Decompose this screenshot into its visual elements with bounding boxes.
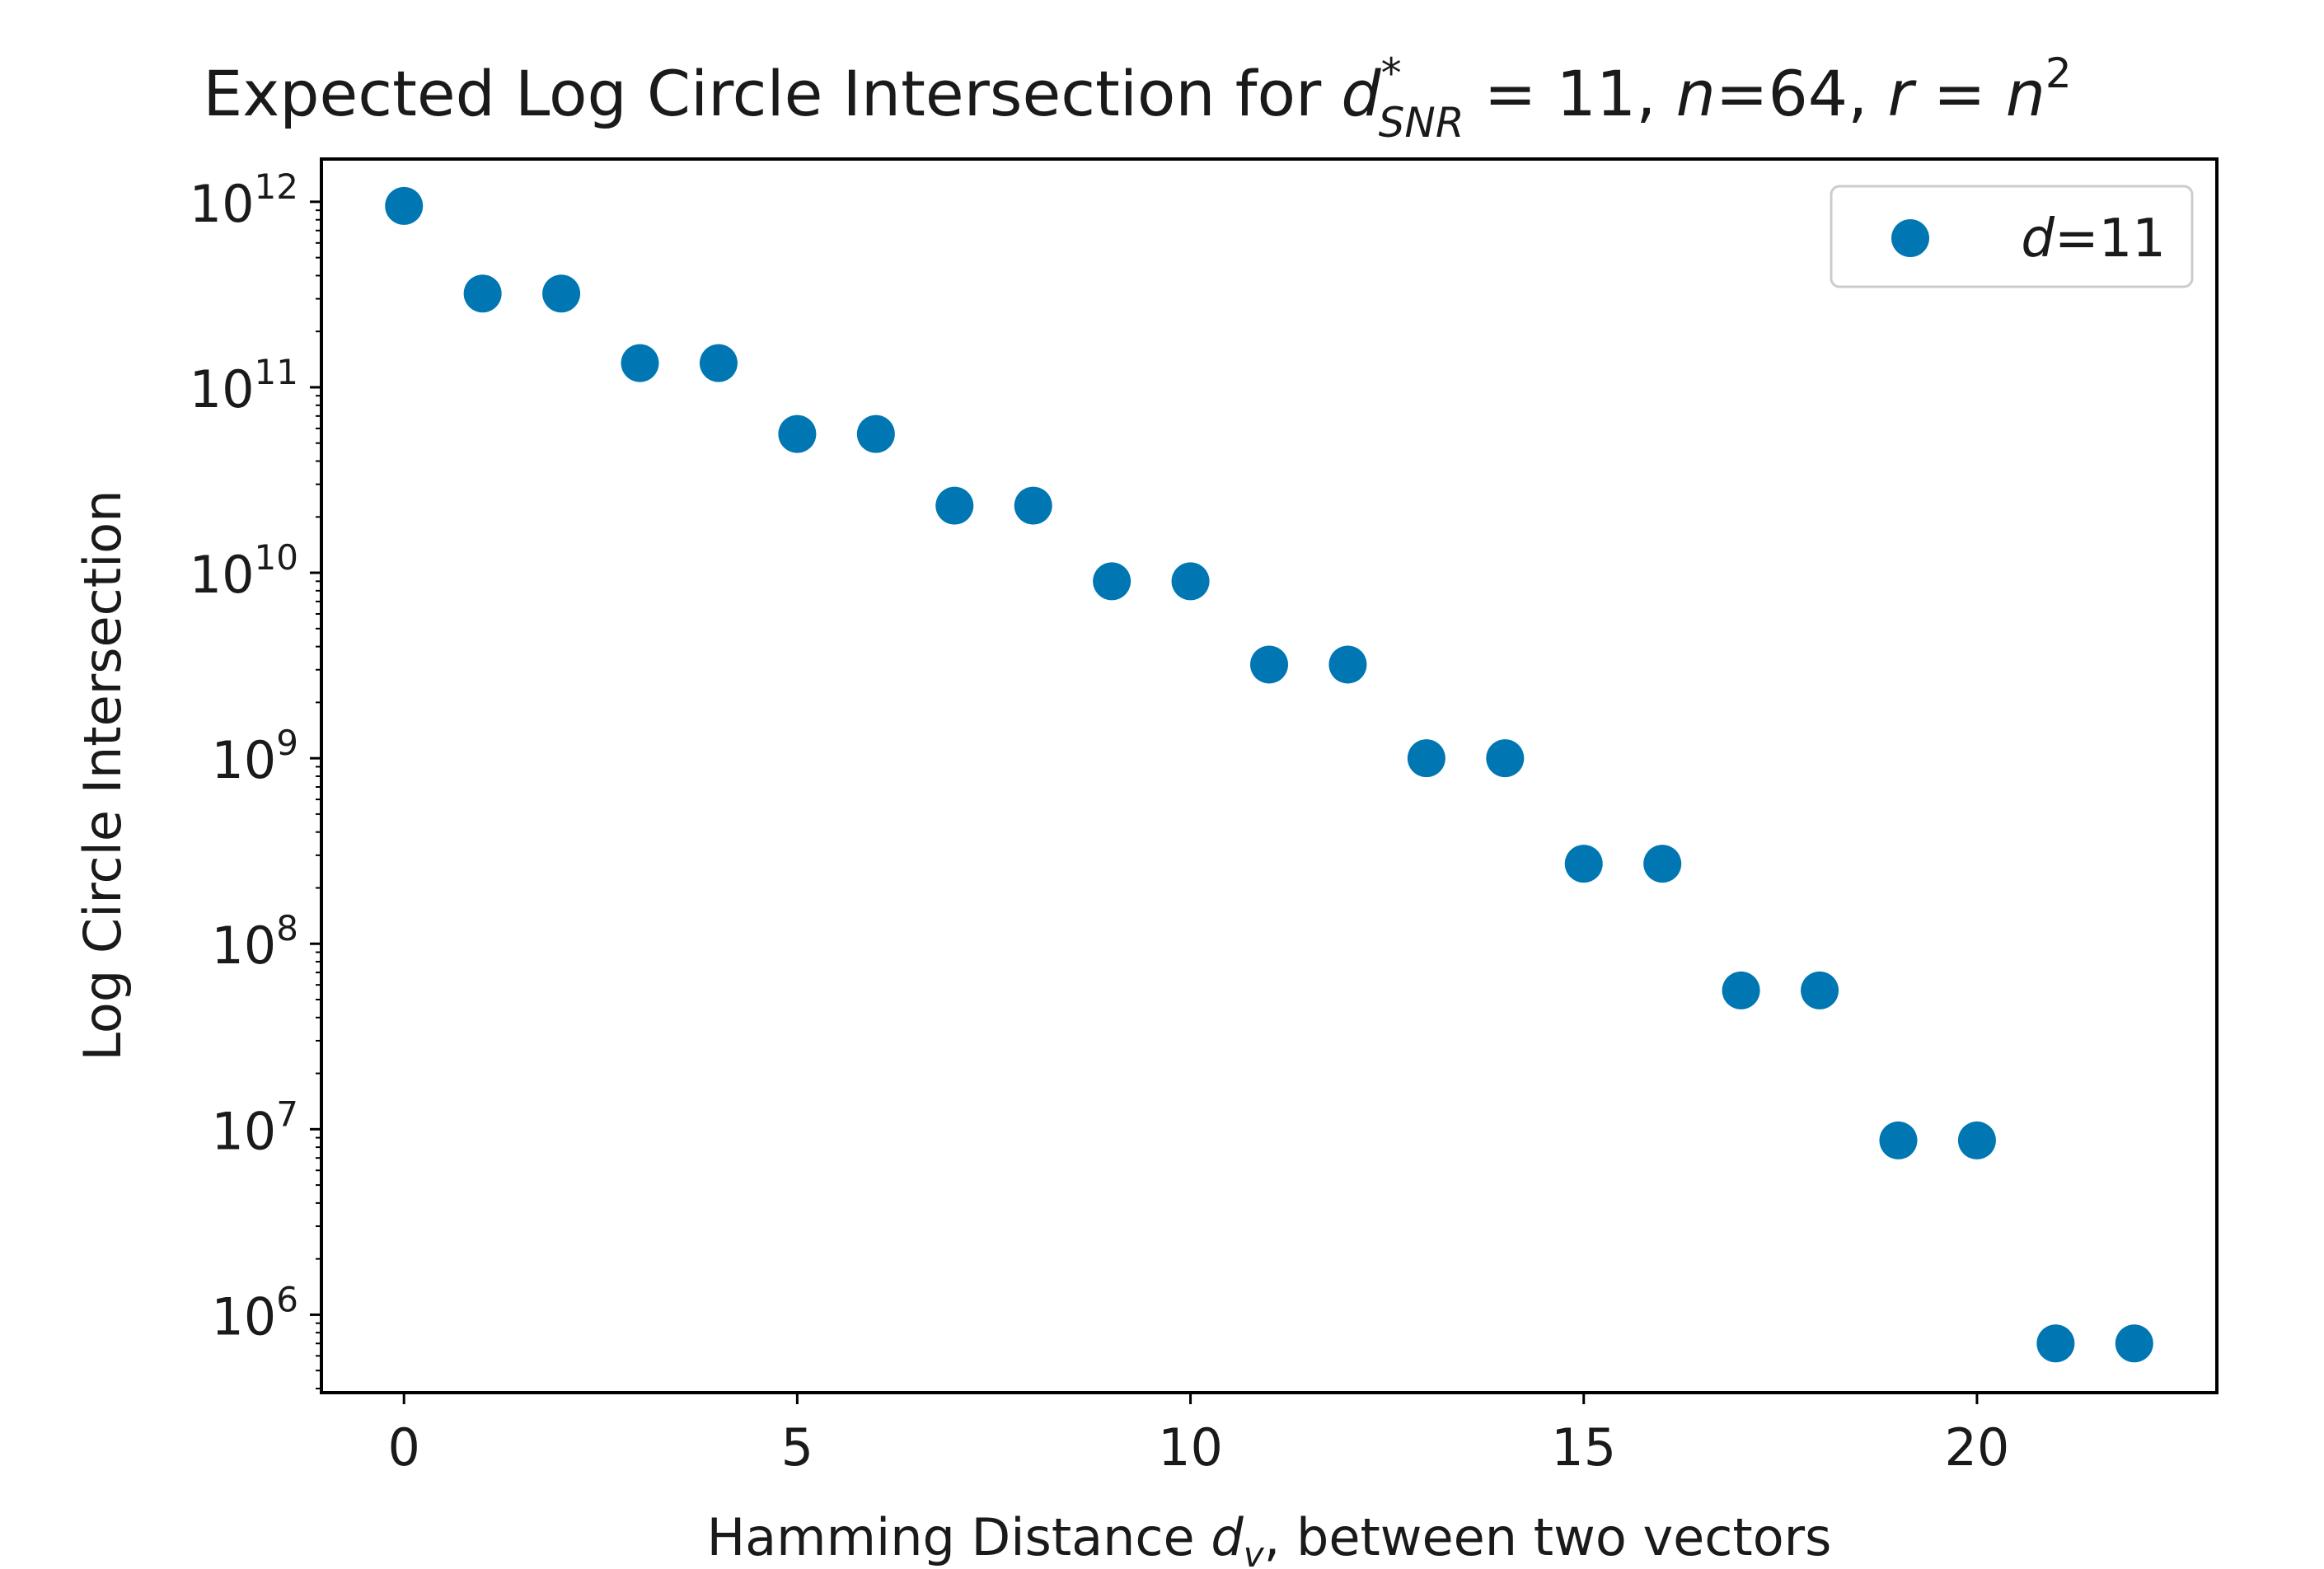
data-point: [856, 414, 895, 453]
x-tick-label: 15: [1551, 1417, 1616, 1478]
x-axis-label: Hamming Distance dv, between two vectors: [707, 1507, 1832, 1569]
data-point: [542, 274, 581, 313]
data-point: [1093, 562, 1132, 601]
x-tick-label: 20: [1944, 1417, 2009, 1478]
x-axis-ticks: 0 5 10 15 20: [387, 1393, 2009, 1478]
data-point: [1171, 562, 1210, 601]
data-point: [699, 344, 738, 382]
data-point: [1250, 645, 1288, 684]
legend-marker: [1891, 219, 1929, 257]
legend-box: [1830, 185, 2194, 288]
legend-label: d=11: [2021, 208, 2166, 269]
x-tick-label: 0: [387, 1417, 419, 1478]
data-point: [1957, 1121, 1996, 1159]
data-point: [385, 186, 424, 225]
data-point: [778, 414, 817, 453]
data-point: [2036, 1324, 2075, 1363]
y-tick-label: 1012: [190, 166, 298, 234]
data-point: [935, 486, 974, 525]
data-point: [1643, 845, 1682, 883]
x-tick-label: 5: [781, 1417, 813, 1478]
data-point: [1407, 739, 1445, 778]
y-tick-label: 108: [211, 908, 298, 976]
data-point: [463, 274, 502, 313]
legend: d=11: [1830, 185, 2194, 288]
y-tick-label: 106: [211, 1279, 298, 1347]
y-axis-label: Log Circle Intersection: [73, 489, 133, 1061]
data-point: [1486, 739, 1525, 778]
y-tick-label: 109: [211, 723, 298, 790]
y-tick-label: 107: [211, 1094, 298, 1161]
y-tick-label: 1011: [190, 352, 298, 419]
x-tick-label: 10: [1158, 1417, 1223, 1478]
y-tick-label: 1010: [190, 537, 298, 605]
chart-title: Expected Log Circle Intersection for d* S…: [203, 49, 2071, 147]
data-point: [1801, 971, 1839, 1009]
data-point: [1328, 645, 1367, 684]
data-point: [1564, 845, 1603, 883]
data-point: [1722, 971, 1760, 1009]
data-point: [621, 344, 659, 382]
data-point: [2115, 1324, 2153, 1363]
data-points: [385, 186, 2153, 1363]
data-point: [1879, 1121, 1918, 1159]
data-point: [1014, 486, 1052, 525]
plot-area-frame: [320, 157, 2219, 1394]
